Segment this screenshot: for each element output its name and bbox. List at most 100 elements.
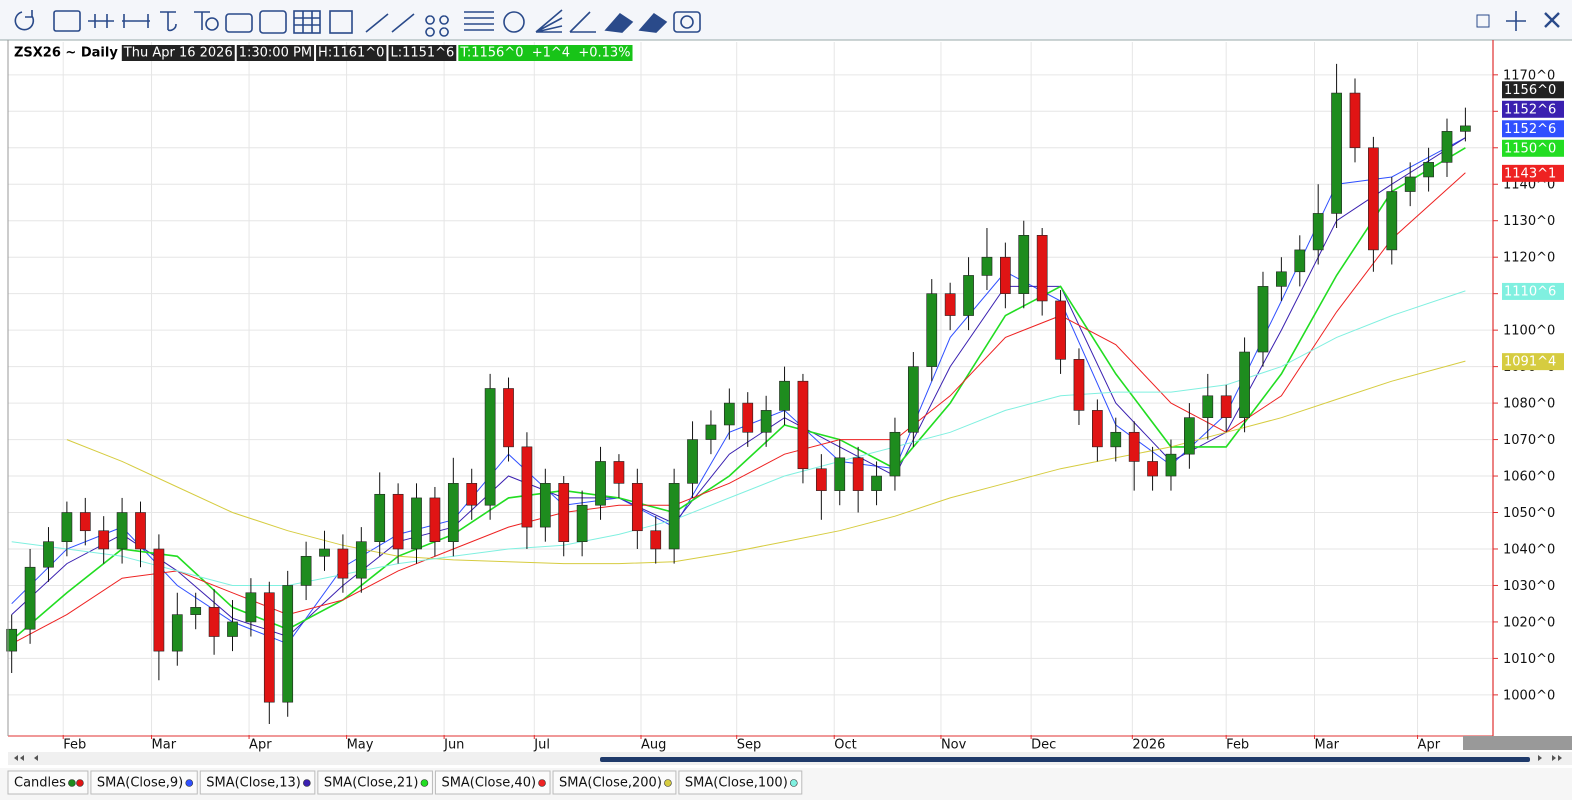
last-value-label: 1143^1 <box>1504 166 1556 181</box>
x-tick-label: May <box>347 738 374 753</box>
legend-item[interactable] <box>90 770 198 795</box>
legend-item[interactable] <box>678 770 803 795</box>
list-icon[interactable] <box>329 10 353 34</box>
refresh-icon[interactable] <box>14 10 35 31</box>
x-tick-label: Aug <box>641 738 666 753</box>
expand-icon[interactable] <box>122 14 150 28</box>
last-value-label: 1091^4 <box>1504 355 1556 370</box>
candle-body <box>208 607 220 637</box>
move-icon[interactable] <box>1506 11 1526 31</box>
eraser-all-icon[interactable] <box>638 12 668 33</box>
legend-item[interactable] <box>317 770 433 795</box>
legend-dot <box>68 779 76 787</box>
text-icon[interactable] <box>160 11 177 32</box>
legend-label: SMA(Close,13) <box>206 776 301 791</box>
candle-body <box>374 493 386 542</box>
candle-body <box>1165 453 1177 477</box>
eraser-icon[interactable] <box>604 12 634 33</box>
info-box <box>388 45 457 61</box>
y-tick-label: 1020^0 <box>1503 615 1555 630</box>
x-tick-label: Jun <box>443 738 464 753</box>
restore-icon[interactable] <box>1476 14 1490 28</box>
candle-body <box>1368 147 1379 251</box>
table-icon[interactable] <box>293 10 321 34</box>
toolbar <box>0 0 1572 41</box>
y-tick-label: 1040^0 <box>1503 542 1555 557</box>
last-value-label: 1156^0 <box>1504 83 1556 98</box>
draw-icons[interactable] <box>365 13 449 37</box>
x-tick-label: Oct <box>834 738 856 753</box>
x-tick-label: Nov <box>941 738 967 753</box>
x-tick-label: Jul <box>533 738 550 753</box>
y-tick-label: 1050^0 <box>1503 506 1555 521</box>
candle-body <box>447 483 459 542</box>
camera-lens <box>680 15 694 29</box>
candle-body <box>135 512 146 550</box>
candle-body <box>61 512 73 542</box>
last-value-badge <box>1502 282 1564 300</box>
legend-item[interactable] <box>552 770 677 795</box>
toolbar-bg <box>0 0 1572 40</box>
candle-body <box>227 621 238 637</box>
legend-item[interactable] <box>434 770 551 795</box>
candle-body <box>1312 213 1324 251</box>
sma-line <box>66 360 1466 565</box>
info-box <box>316 45 387 61</box>
cycle-icon[interactable] <box>503 11 525 33</box>
x-tick-label: Feb <box>1226 738 1249 753</box>
candle-body <box>1147 461 1158 477</box>
legend-dot <box>185 779 194 787</box>
candle-body <box>1276 271 1287 287</box>
candle-body <box>429 497 441 542</box>
candle-body <box>705 424 717 440</box>
candle-body <box>484 388 496 506</box>
candle-body <box>319 548 330 557</box>
last-value-badge <box>1502 353 1564 371</box>
candle-body <box>1128 431 1140 462</box>
scroll-thumb[interactable] <box>600 757 1530 762</box>
info-date: Thu Apr 16 2026 <box>123 46 233 61</box>
zoom-icon[interactable] <box>53 10 81 32</box>
compress-icon[interactable] <box>88 14 114 28</box>
y-tick-label: 1100^0 <box>1503 324 1555 339</box>
last-value-label: 1150^0 <box>1504 141 1556 156</box>
candle-body <box>742 402 754 433</box>
fan-icon[interactable] <box>535 9 563 33</box>
candle-body <box>613 461 625 484</box>
candle-body <box>1092 410 1103 448</box>
candle-body <box>650 530 662 550</box>
candle-body <box>779 380 790 411</box>
last-value-badge <box>1502 81 1564 99</box>
angle-icon[interactable] <box>569 11 596 33</box>
y-tick-label: 1000^0 <box>1503 688 1555 703</box>
camera-icon[interactable] <box>673 11 701 33</box>
candle-body <box>889 431 901 477</box>
print-icon[interactable] <box>225 13 253 33</box>
candle-body <box>392 493 404 550</box>
candle-body <box>631 483 643 532</box>
fib-icon[interactable] <box>464 11 494 31</box>
last-value-label: 1152^6 <box>1504 122 1556 137</box>
header: ZSX26 ~ Daily Thu Apr 16 2026 1:30:00 PM H… <box>14 45 633 61</box>
candle-body <box>1404 176 1416 192</box>
close-icon[interactable] <box>1544 12 1560 28</box>
scrollbar[interactable] <box>8 736 1572 765</box>
legend-item[interactable] <box>7 770 89 795</box>
scroll-handle[interactable] <box>1463 736 1572 750</box>
candle-body <box>98 530 110 550</box>
legend-label: Candles <box>14 776 66 791</box>
candle-body <box>1202 395 1214 418</box>
candle-body <box>282 585 294 703</box>
legend-item[interactable] <box>199 770 316 795</box>
text-add-icon[interactable] <box>194 11 219 31</box>
candle-body <box>852 457 864 491</box>
candle-body <box>1441 131 1453 163</box>
info-box <box>458 45 633 61</box>
candle-body <box>43 541 54 568</box>
info-low: L:1151^6 <box>390 46 454 61</box>
candle-body <box>687 439 698 484</box>
study-icon[interactable] <box>259 10 287 34</box>
candle-body <box>723 402 735 426</box>
candle-body <box>6 628 18 652</box>
last-value-badge <box>1502 164 1564 182</box>
